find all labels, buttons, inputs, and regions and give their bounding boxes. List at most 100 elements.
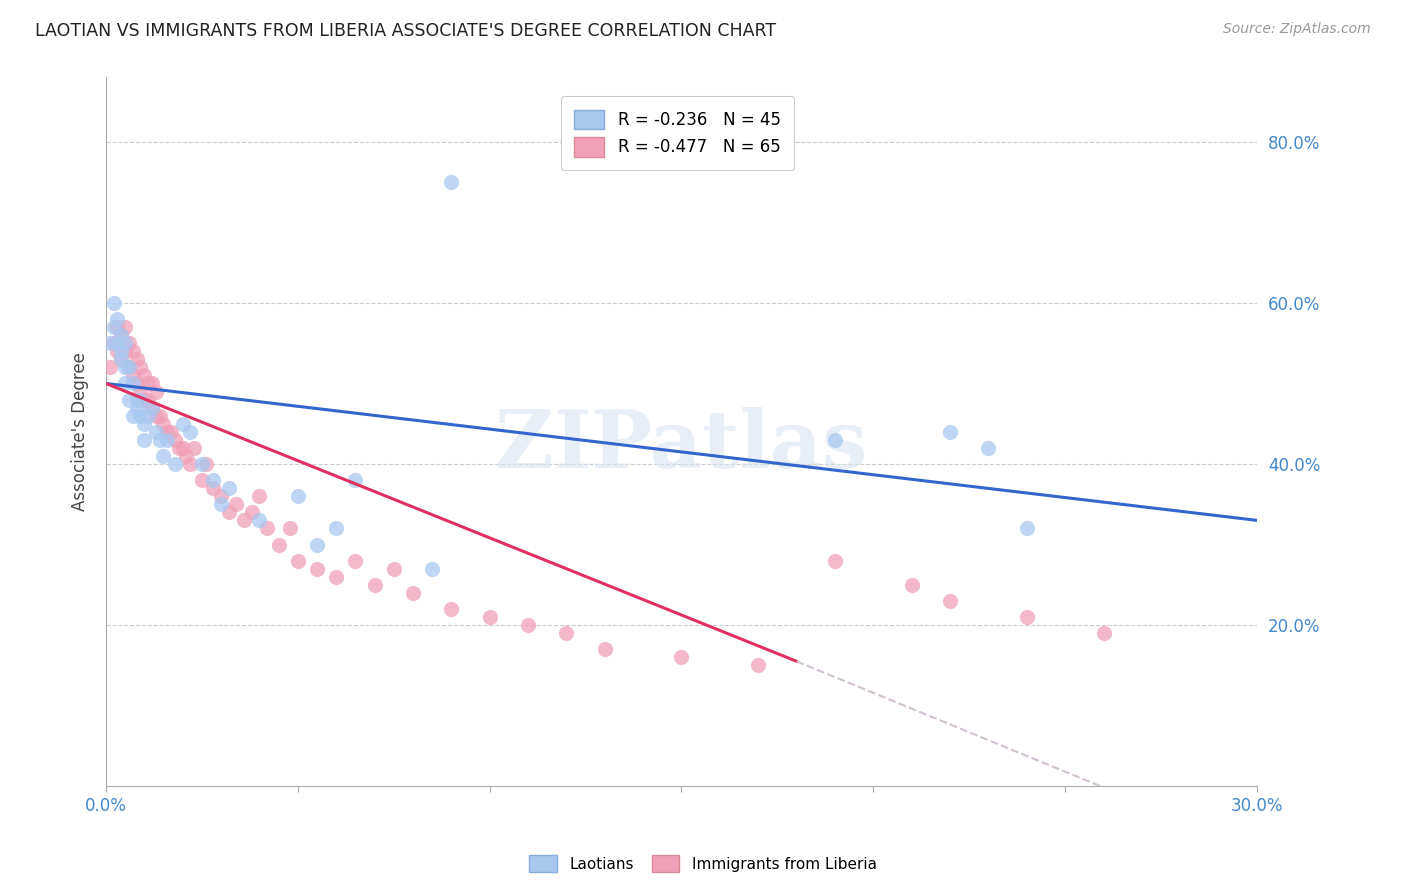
Point — [114, 336, 136, 351]
Point — [107, 312, 129, 326]
Point — [1015, 610, 1038, 624]
Point — [191, 457, 214, 471]
Point — [163, 457, 186, 471]
Point — [118, 336, 141, 351]
Point — [114, 376, 136, 391]
Point — [107, 344, 129, 359]
Point — [152, 449, 174, 463]
Point — [110, 344, 132, 359]
Point — [167, 441, 190, 455]
Text: ZIPatlas: ZIPatlas — [495, 407, 868, 485]
Point — [939, 594, 962, 608]
Point — [977, 441, 1000, 455]
Point — [149, 409, 172, 423]
Point — [107, 336, 129, 351]
Point — [183, 441, 205, 455]
Point — [440, 602, 463, 616]
Point — [125, 376, 148, 391]
Point — [125, 401, 148, 415]
Point — [118, 360, 141, 375]
Point — [121, 368, 143, 383]
Point — [267, 537, 290, 551]
Point — [107, 320, 129, 334]
Point — [103, 320, 125, 334]
Point — [202, 473, 225, 487]
Point — [179, 457, 201, 471]
Point — [218, 505, 240, 519]
Point — [247, 489, 270, 503]
Point — [325, 521, 347, 535]
Text: Source: ZipAtlas.com: Source: ZipAtlas.com — [1223, 22, 1371, 37]
Text: LAOTIAN VS IMMIGRANTS FROM LIBERIA ASSOCIATE'S DEGREE CORRELATION CHART: LAOTIAN VS IMMIGRANTS FROM LIBERIA ASSOC… — [35, 22, 776, 40]
Point — [156, 433, 179, 447]
Point — [1092, 626, 1115, 640]
Point — [382, 562, 405, 576]
Point — [179, 425, 201, 439]
Point — [747, 658, 769, 673]
Point — [129, 392, 152, 407]
Point — [156, 425, 179, 439]
Point — [191, 473, 214, 487]
Y-axis label: Associate's Degree: Associate's Degree — [72, 352, 89, 511]
Point — [129, 384, 152, 399]
Point — [900, 578, 922, 592]
Point — [671, 650, 693, 665]
Point — [145, 384, 167, 399]
Point — [110, 352, 132, 367]
Point — [121, 344, 143, 359]
Point — [209, 497, 232, 511]
Point — [136, 409, 159, 423]
Point — [121, 376, 143, 391]
Point — [103, 296, 125, 310]
Point — [121, 409, 143, 423]
Point — [129, 360, 152, 375]
Point — [233, 513, 256, 527]
Point — [305, 562, 328, 576]
Point — [1015, 521, 1038, 535]
Point — [136, 392, 159, 407]
Point — [160, 425, 183, 439]
Point — [287, 489, 309, 503]
Point — [824, 433, 846, 447]
Point — [344, 554, 367, 568]
Point — [247, 513, 270, 527]
Point — [163, 433, 186, 447]
Point — [98, 336, 121, 351]
Point — [134, 433, 156, 447]
Point — [440, 175, 463, 189]
Point — [149, 433, 172, 447]
Point — [134, 392, 156, 407]
Point — [287, 554, 309, 568]
Point — [110, 328, 132, 343]
Point — [194, 457, 217, 471]
Point — [172, 441, 194, 455]
Point — [218, 481, 240, 495]
Point — [420, 562, 443, 576]
Point — [225, 497, 247, 511]
Point — [172, 417, 194, 431]
Point — [240, 505, 263, 519]
Point — [176, 449, 198, 463]
Point — [344, 473, 367, 487]
Point — [125, 352, 148, 367]
Point — [209, 489, 232, 503]
Point — [141, 376, 163, 391]
Legend: R = -0.236   N = 45, R = -0.477   N = 65: R = -0.236 N = 45, R = -0.477 N = 65 — [561, 96, 794, 169]
Point — [103, 336, 125, 351]
Point — [110, 328, 132, 343]
Point — [593, 642, 616, 657]
Point — [141, 401, 163, 415]
Point — [141, 401, 163, 415]
Point — [939, 425, 962, 439]
Point — [118, 392, 141, 407]
Point — [325, 570, 347, 584]
Point — [114, 320, 136, 334]
Point — [145, 425, 167, 439]
Point — [136, 376, 159, 391]
Point — [478, 610, 501, 624]
Point — [145, 409, 167, 423]
Point — [114, 360, 136, 375]
Point — [278, 521, 301, 535]
Point — [363, 578, 385, 592]
Point — [125, 392, 148, 407]
